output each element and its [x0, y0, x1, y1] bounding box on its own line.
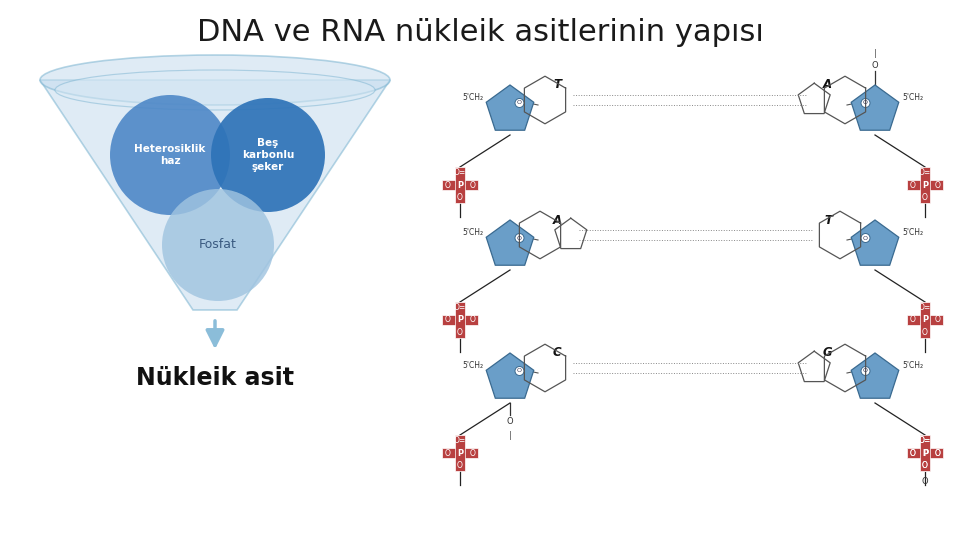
Text: P: P: [457, 449, 463, 457]
Text: O: O: [469, 315, 475, 325]
Text: O: O: [934, 449, 940, 457]
Circle shape: [211, 98, 325, 212]
Polygon shape: [486, 85, 534, 130]
Text: O: O: [517, 235, 522, 240]
Text: P: P: [922, 180, 928, 190]
Circle shape: [515, 98, 524, 107]
Polygon shape: [486, 220, 534, 265]
Text: O: O: [507, 416, 514, 426]
Text: 5'CH₂: 5'CH₂: [462, 93, 483, 102]
Circle shape: [162, 189, 274, 301]
Text: Beş
karbonlu
şeker: Beş karbonlu şeker: [242, 138, 294, 172]
Bar: [920, 167, 930, 203]
Text: O: O: [910, 449, 916, 457]
Bar: [907, 180, 943, 190]
Text: 5'CH₂: 5'CH₂: [902, 228, 924, 237]
Text: 5'CH₂: 5'CH₂: [902, 361, 924, 370]
Text: O: O: [469, 449, 475, 457]
Text: O: O: [872, 60, 878, 70]
Circle shape: [861, 98, 870, 107]
Text: O: O: [934, 180, 940, 190]
Text: P: P: [922, 449, 928, 457]
Text: O: O: [910, 449, 916, 457]
Bar: [455, 302, 465, 338]
Ellipse shape: [40, 55, 390, 105]
Text: O: O: [517, 100, 522, 105]
Text: C: C: [553, 347, 562, 360]
Text: Nükleik asit: Nükleik asit: [136, 366, 294, 390]
Text: O: O: [444, 180, 450, 190]
Text: P: P: [922, 315, 928, 325]
Text: O=: O=: [454, 302, 467, 312]
Circle shape: [110, 95, 230, 215]
Text: O: O: [922, 461, 928, 470]
Text: O: O: [444, 315, 450, 325]
Bar: [920, 435, 930, 471]
Text: Heterosiklik
haz: Heterosiklik haz: [134, 144, 205, 166]
Circle shape: [515, 233, 524, 242]
Text: O: O: [910, 315, 916, 325]
Text: G: G: [823, 347, 832, 360]
Ellipse shape: [55, 70, 375, 110]
Text: O: O: [863, 100, 868, 105]
Circle shape: [861, 367, 870, 375]
Circle shape: [515, 367, 524, 375]
Text: |: |: [509, 430, 512, 440]
Bar: [442, 448, 478, 458]
Text: T: T: [553, 78, 561, 91]
Bar: [920, 302, 930, 338]
Polygon shape: [486, 353, 534, 398]
Text: A: A: [553, 213, 563, 226]
Bar: [455, 167, 465, 203]
Text: O: O: [863, 368, 868, 374]
Bar: [907, 448, 943, 458]
Text: O: O: [922, 461, 928, 470]
Polygon shape: [852, 353, 899, 398]
Text: O: O: [457, 461, 463, 470]
Text: O=: O=: [919, 436, 931, 444]
Text: O: O: [469, 180, 475, 190]
Polygon shape: [852, 220, 899, 265]
Text: DNA ve RNA nükleik asitlerinin yapısı: DNA ve RNA nükleik asitlerinin yapısı: [197, 18, 763, 47]
Text: O=: O=: [919, 167, 931, 177]
Text: O: O: [922, 193, 928, 202]
Text: O: O: [934, 449, 940, 457]
Text: O: O: [922, 476, 928, 485]
Text: 5'CH₂: 5'CH₂: [902, 93, 924, 102]
Text: O: O: [910, 180, 916, 190]
Text: A: A: [823, 78, 832, 91]
Bar: [442, 180, 478, 190]
Polygon shape: [852, 85, 899, 130]
Text: O: O: [457, 328, 463, 337]
Text: O: O: [457, 193, 463, 202]
Bar: [907, 315, 943, 325]
Bar: [455, 435, 465, 471]
Text: O=: O=: [454, 436, 467, 444]
Text: P: P: [457, 315, 463, 325]
Circle shape: [861, 233, 870, 242]
Text: 5'CH₂: 5'CH₂: [462, 228, 483, 237]
Text: O: O: [922, 328, 928, 337]
Text: |: |: [874, 49, 876, 57]
Text: P: P: [457, 180, 463, 190]
Text: O=: O=: [919, 436, 931, 444]
Text: O: O: [934, 315, 940, 325]
Text: O: O: [517, 368, 522, 374]
Text: 5'CH₂: 5'CH₂: [462, 361, 483, 370]
Text: T: T: [824, 213, 832, 226]
Text: O=: O=: [919, 302, 931, 312]
Text: O: O: [863, 235, 868, 240]
Bar: [442, 315, 478, 325]
Text: O: O: [444, 449, 450, 457]
Bar: [907, 448, 943, 458]
Text: O=: O=: [454, 167, 467, 177]
Bar: [920, 435, 930, 471]
Polygon shape: [40, 80, 390, 310]
Text: P: P: [922, 449, 928, 457]
Text: Fosfat: Fosfat: [199, 239, 237, 252]
